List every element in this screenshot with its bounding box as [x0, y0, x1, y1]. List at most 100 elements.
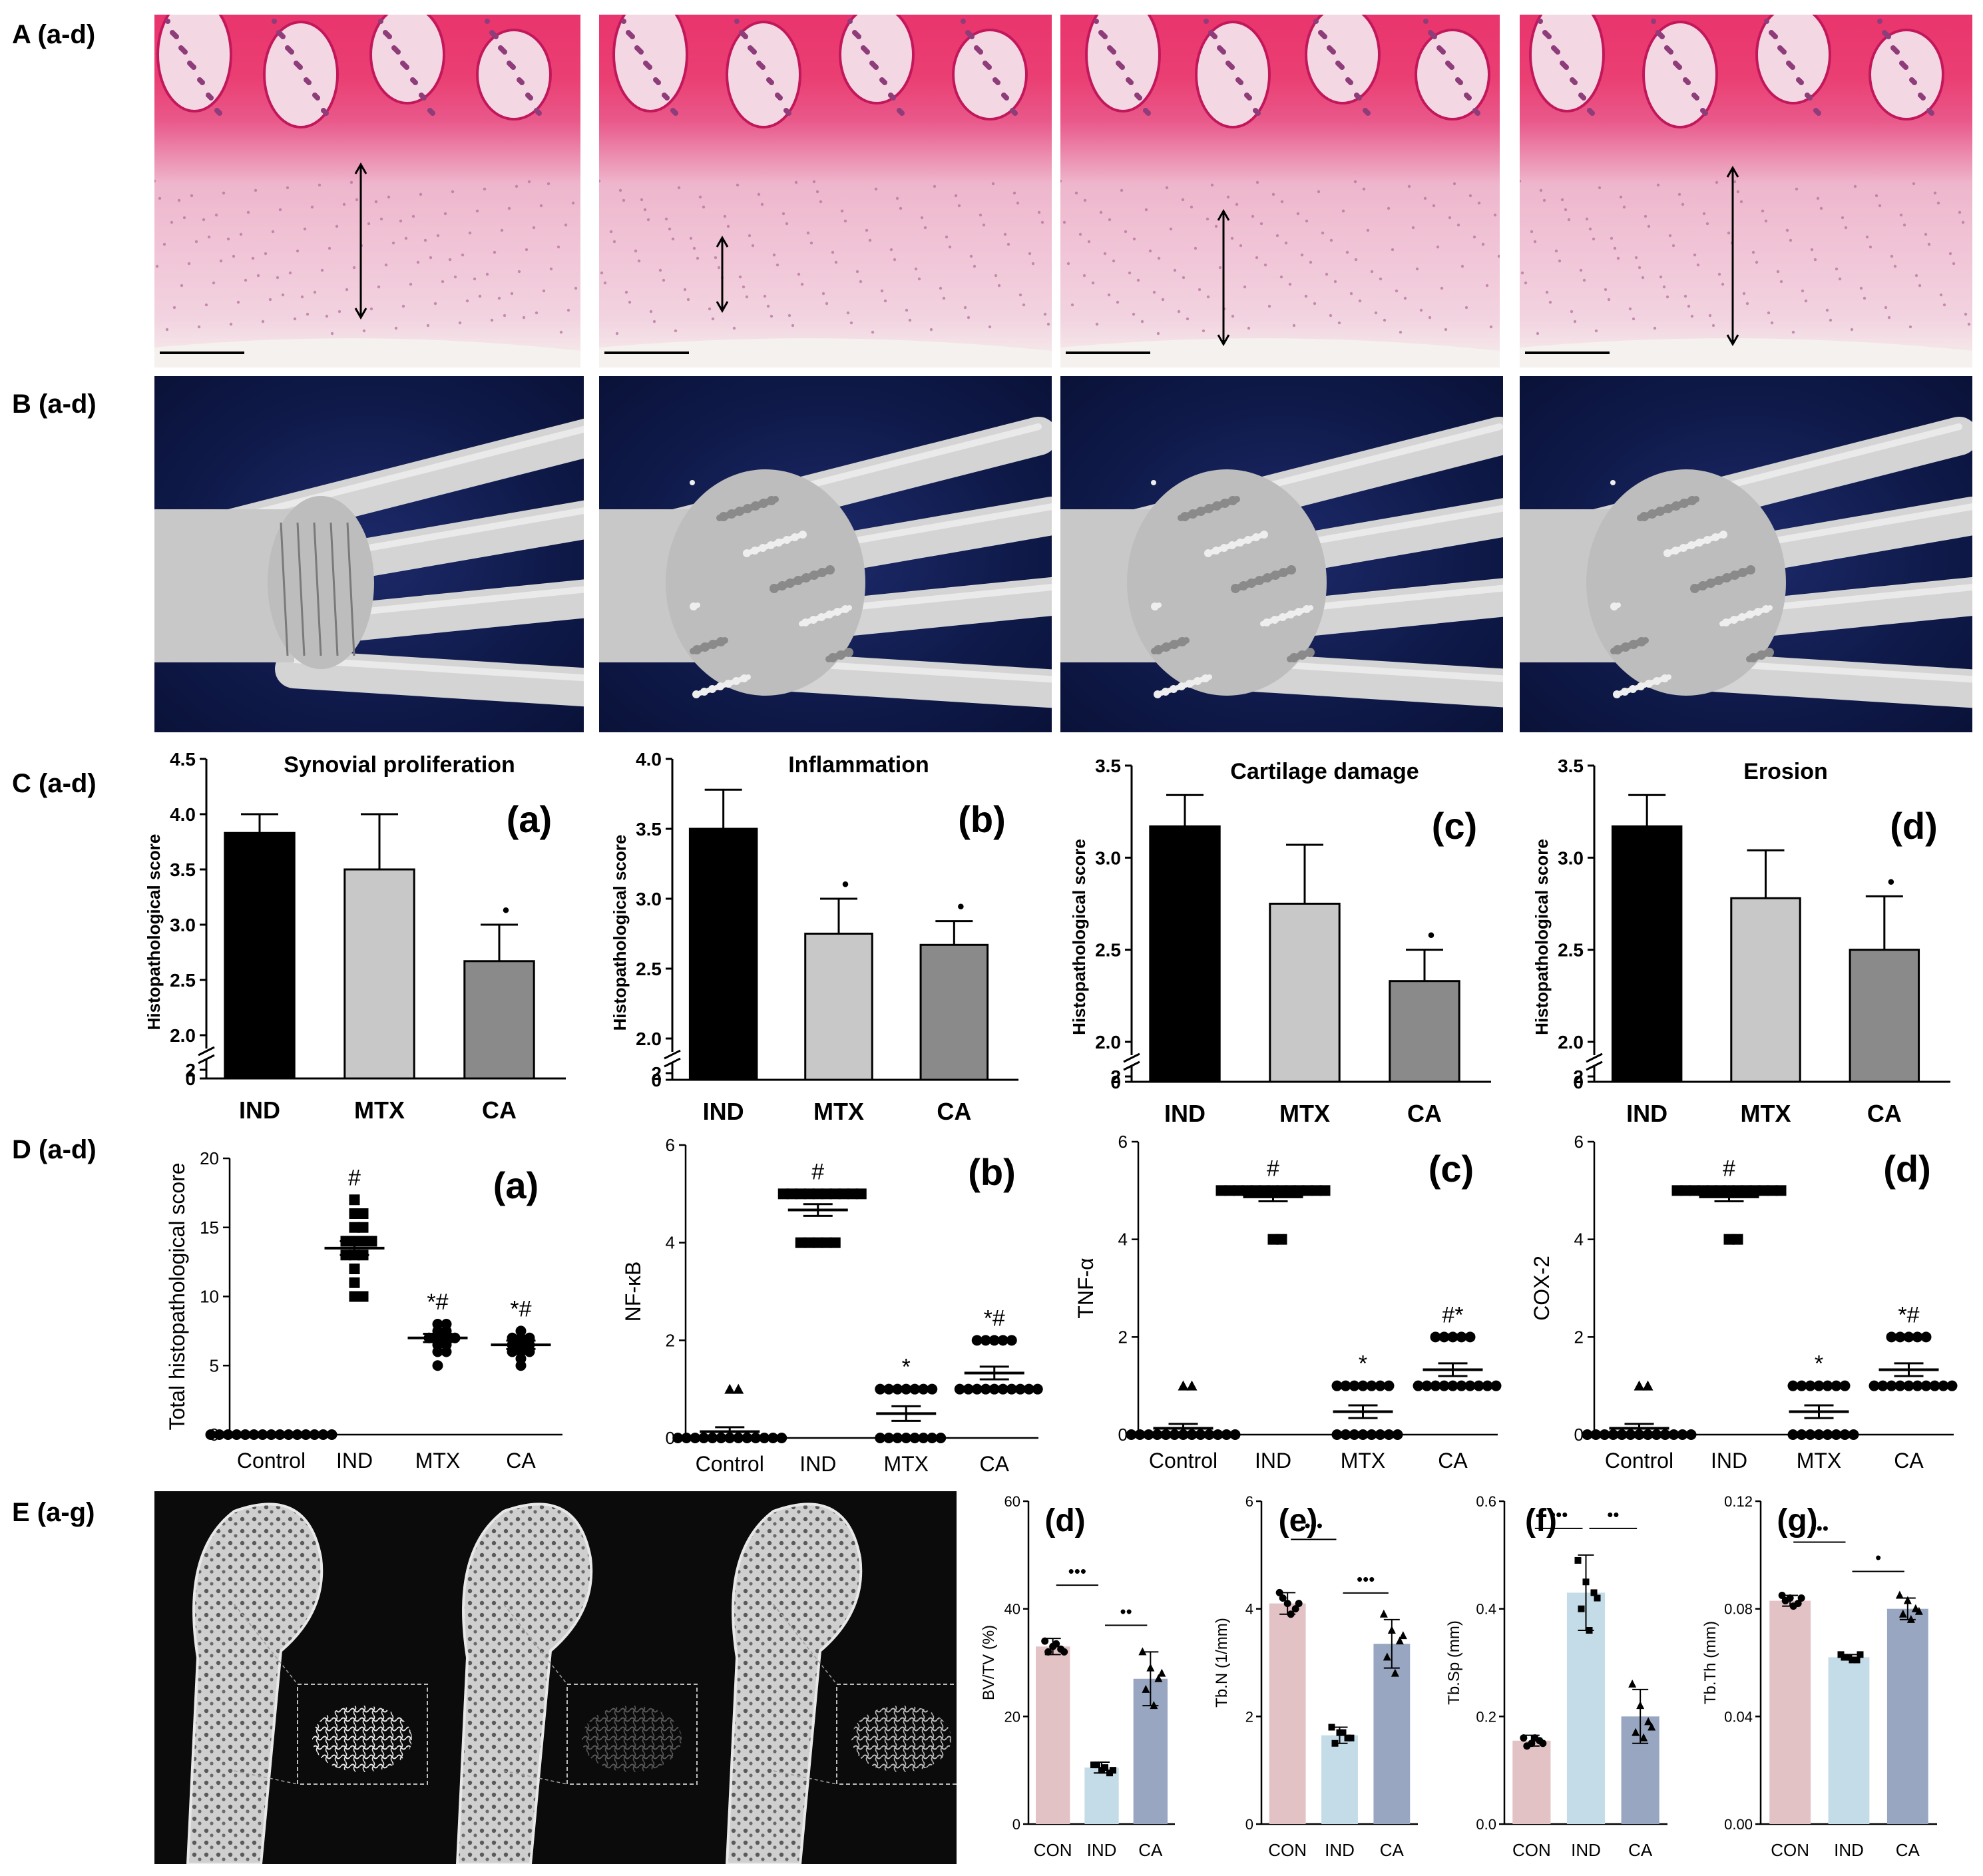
chondrocyte [800, 282, 804, 286]
chondrocyte [658, 268, 662, 272]
chondrocyte [187, 262, 191, 266]
bar [1512, 1740, 1551, 1824]
erosion-texture [1719, 531, 1727, 539]
data-point-square [1241, 1185, 1253, 1196]
cell-nucleus [1664, 45, 1669, 51]
x-tick-label: IND [239, 1096, 280, 1124]
y-tick-label: 6 [1118, 1132, 1128, 1152]
y-axis-label: Histopathological score [1069, 839, 1089, 1035]
chondrocyte [1341, 209, 1345, 213]
y-tick-label: 2.0 [1558, 1032, 1584, 1053]
cell-nucleus [748, 45, 753, 51]
arrow-head-down [354, 308, 367, 320]
chondrocyte [1304, 294, 1308, 298]
chondrocyte [465, 299, 469, 303]
chondrocyte [1190, 205, 1194, 209]
cell-nucleus [378, 19, 383, 24]
chondrocyte [564, 223, 568, 227]
erosion-texture [1287, 565, 1296, 575]
y-tick-label: 2.5 [170, 970, 196, 991]
zoom-line [503, 1604, 568, 1685]
arrow-head-down [716, 301, 729, 314]
erosion-texture [746, 674, 751, 680]
chondrocyte [1677, 192, 1681, 196]
data-point [883, 1433, 895, 1443]
chondrocyte [766, 304, 770, 308]
chondrocyte [819, 200, 823, 204]
marrow-region [1195, 21, 1271, 128]
data-point [1464, 1331, 1476, 1343]
data-point [1349, 1380, 1360, 1391]
joint-region [1586, 469, 1786, 696]
data-point [892, 1433, 903, 1443]
chondrocyte [1436, 245, 1440, 249]
chondrocyte [1564, 208, 1568, 212]
chondrocyte [1961, 220, 1965, 224]
cell-nucleus [1428, 30, 1433, 35]
marrow-region [726, 21, 801, 128]
chondrocyte [702, 205, 706, 209]
chondrocyte [763, 294, 767, 298]
cell-nucleus [1786, 61, 1791, 66]
chondrocyte [714, 256, 718, 260]
x-tick-label: IND [336, 1449, 373, 1473]
chondrocyte [652, 320, 656, 324]
chondrocyte [1358, 299, 1362, 303]
cell-nucleus [206, 93, 211, 98]
chondrocyte [1353, 180, 1357, 184]
data-point [1331, 1380, 1343, 1391]
data-point-square [1849, 1656, 1856, 1664]
chondrocyte [483, 187, 487, 191]
data-point-square [357, 1291, 369, 1302]
chondrocyte [628, 300, 632, 304]
chondrocyte [1440, 286, 1444, 290]
chondrocyte [1696, 263, 1700, 267]
chondrocyte [1181, 198, 1185, 202]
chart-letter: (a) [493, 1164, 539, 1206]
chondrocyte [1779, 280, 1783, 284]
data-point-triangle [1906, 1614, 1915, 1623]
y-tick-label: 0 [1574, 1425, 1584, 1445]
data-point-square [1233, 1185, 1244, 1196]
marrow-region [1642, 21, 1718, 128]
data-point [1668, 1429, 1679, 1440]
chondrocyte [1070, 303, 1074, 307]
data-point [1886, 1331, 1897, 1343]
chondrocyte [190, 194, 194, 198]
chondrocyte [325, 314, 329, 318]
y-tick-label: 3.0 [1558, 847, 1584, 868]
chondrocyte [871, 330, 875, 334]
chondrocyte [1387, 206, 1391, 210]
chondrocyte [165, 328, 169, 332]
chondrocyte [500, 228, 504, 232]
chondrocyte [1789, 238, 1793, 242]
chondrocyte [239, 232, 243, 236]
chondrocyte [1144, 208, 1148, 212]
chondrocyte [1124, 230, 1128, 234]
chondrocyte [423, 238, 427, 242]
y-tick-label: 0.6 [1476, 1493, 1496, 1510]
y-tick-label: 2.5 [1095, 940, 1121, 961]
chondrocyte [256, 274, 260, 278]
data-point [1340, 1429, 1351, 1440]
data-point [997, 1383, 1008, 1395]
cell-nucleus [1107, 45, 1112, 51]
joint-region [1127, 469, 1327, 696]
data-point [1143, 1429, 1154, 1440]
cell-nucleus [1143, 108, 1148, 113]
cell-nucleus [1551, 45, 1556, 51]
zoom-line [773, 1770, 837, 1785]
data-point [963, 1383, 974, 1395]
chondrocyte [535, 311, 539, 315]
y-tick-label: 0 [1110, 1072, 1121, 1092]
y-axis-label: Tb.Th (mm) [1701, 1621, 1719, 1704]
data-point [1014, 1383, 1026, 1395]
chondrocyte [1604, 288, 1608, 292]
chondrocyte [1592, 237, 1596, 241]
chondrocyte [1006, 242, 1010, 246]
data-point-square [357, 1222, 369, 1233]
trabecular-crosssection [312, 1706, 412, 1772]
chondrocyte [637, 259, 641, 263]
chondrocyte [1933, 191, 1937, 195]
